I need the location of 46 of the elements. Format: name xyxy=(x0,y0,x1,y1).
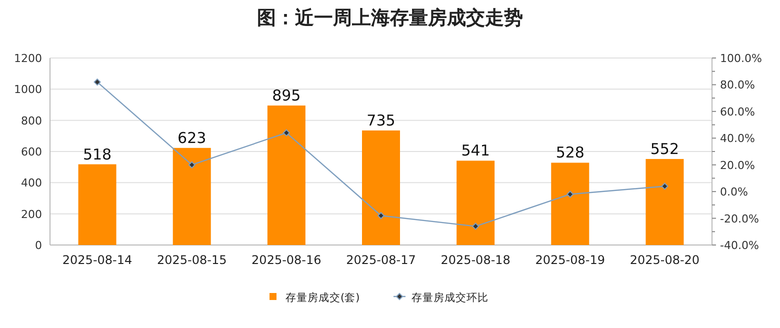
y-tick-label: 800 xyxy=(21,114,42,128)
point xyxy=(472,222,480,230)
chart-title: 图：近一周上海存量房成交走势 xyxy=(257,7,523,29)
point xyxy=(566,190,574,198)
data-label: 895 xyxy=(272,86,301,105)
data-label: 518 xyxy=(82,145,112,164)
data-label: 528 xyxy=(556,144,584,162)
bar xyxy=(551,162,590,245)
y2-tick-label: 100.0% xyxy=(720,52,762,65)
bar xyxy=(78,164,116,245)
data-label: 552 xyxy=(650,140,680,158)
data-label: 735 xyxy=(366,111,396,130)
point xyxy=(94,78,101,86)
y-tick-label: 200 xyxy=(21,208,42,221)
x-tick-label: 2025-08-20 xyxy=(630,253,700,267)
data-label: 623 xyxy=(178,128,206,147)
y-tick-label: 1000 xyxy=(14,83,42,96)
point xyxy=(282,129,290,136)
legend-label: 存量房成交环比 xyxy=(412,291,488,304)
y2-tick-label: -40.0% xyxy=(720,239,759,252)
x-tick-label: 2025-08-17 xyxy=(346,253,416,267)
x-tick-label: 2025-08-14 xyxy=(62,253,132,267)
x-tick-label: 2025-08-16 xyxy=(252,253,322,267)
bar xyxy=(456,160,495,245)
y2-tick-label: 60.0% xyxy=(720,105,755,118)
bar xyxy=(267,106,306,245)
y2-tick-label: -20.0% xyxy=(720,212,759,226)
x-tick-label: 2025-08-15 xyxy=(156,253,227,267)
legend-label: 存量房成交(套) xyxy=(286,291,360,304)
point xyxy=(661,182,668,190)
y-tick-label: 400 xyxy=(21,176,42,190)
y2-tick-label: 80.0% xyxy=(720,78,755,92)
bar xyxy=(362,130,400,245)
y-tick-label: 1200 xyxy=(14,52,42,65)
point xyxy=(378,212,384,220)
bar xyxy=(646,158,684,245)
point xyxy=(188,161,196,168)
y-tick-label: 0 xyxy=(35,239,42,252)
x-tick-label: 2025-08-19 xyxy=(535,253,606,267)
y2-tick-label: 0.0% xyxy=(720,186,748,199)
bar xyxy=(172,148,211,245)
y2-tick-label: 40.0% xyxy=(720,132,755,146)
data-label: 541 xyxy=(461,142,490,160)
y2-tick-label: 20.0% xyxy=(720,158,755,172)
y-tick-label: 600 xyxy=(21,146,42,158)
x-tick-label: 2025-08-18 xyxy=(440,253,510,267)
